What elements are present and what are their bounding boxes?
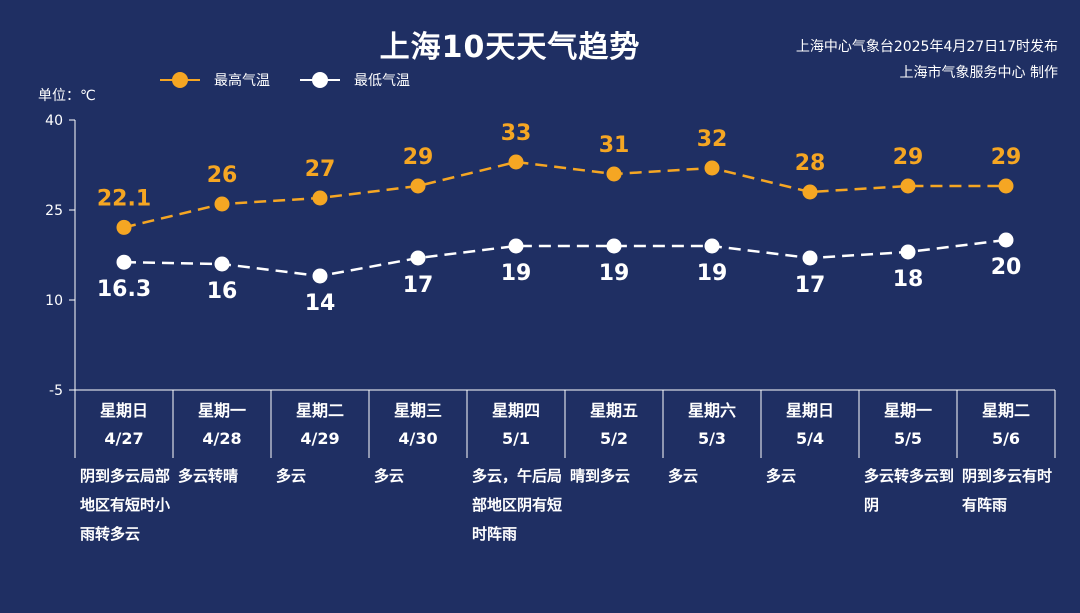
weather-description: 多云 [668,467,699,485]
weather-description: 阴到多云有时有阵雨 [962,467,1053,514]
day-header-cell: 星期三 4/30 [369,392,467,458]
low-temp-point [214,256,230,272]
low-temp-point [312,268,328,284]
low-temp-point [410,250,426,266]
weather-description: 多云转多云到阴 [864,467,955,514]
high-temp-label: 29 [403,145,434,170]
weekday-label: 星期四 [491,401,540,420]
weather-description: 多云 [374,467,405,485]
legend-swatch-high [160,70,200,90]
low-temp-label: 17 [795,273,826,298]
y-tick-label: 10 [45,293,63,309]
y-tick-label: 40 [45,113,63,129]
high-temp-label: 22.1 [97,186,151,211]
date-label: 5/6 [991,429,1021,448]
high-temp-label: 29 [991,145,1022,170]
high-temp-label: 32 [697,127,728,152]
source-note: 上海中心气象台2025年4月27日17时发布 上海市气象服务中心 制作 [796,34,1058,86]
low-temp-label: 20 [991,255,1022,280]
low-temp-line [123,238,1007,278]
day-header-cell: 星期六 5/3 [663,392,761,458]
weekday-label: 星期三 [393,401,442,420]
high-temp-point [704,160,720,176]
high-temp-label: 26 [207,163,238,188]
high-temp-label: 27 [305,157,336,182]
weather-description: 多云 [276,467,307,485]
low-temp-label: 19 [599,261,630,286]
low-temp-point [508,238,524,254]
low-temp-point [802,250,818,266]
date-label: 5/5 [893,429,923,448]
low-temp-point [116,254,132,270]
date-label: 4/29 [300,429,340,448]
source-line-1: 上海中心气象台2025年4月27日17时发布 [795,39,1058,55]
day-header-cell: 星期二 4/29 [271,392,369,458]
date-label: 4/27 [104,429,144,448]
low-temp-label: 14 [305,291,336,316]
high-temp-point [606,166,622,182]
weekday-label: 星期一 [197,401,246,420]
low-temp-label: 18 [893,267,924,292]
unit-label: 单位：℃ [38,88,96,104]
low-temp-point [900,244,916,260]
day-header-cell: 星期一 5/5 [859,392,957,458]
legend-swatch-low [300,70,340,90]
low-temp-label: 16 [207,279,238,304]
day-header-cell: 星期日 5/4 [761,392,859,458]
y-tick-label: 25 [45,203,63,219]
date-label: 4/30 [398,429,438,448]
chart-title: 上海10天天气趋势 [379,30,641,65]
weekday-label: 星期六 [687,401,736,420]
weather-description: 多云转晴 [178,467,239,485]
low-temp-point [998,232,1014,248]
high-temp-point [508,154,524,170]
high-temp-label: 28 [795,151,826,176]
weather-description: 多云 [766,467,797,485]
high-temp-point [410,178,426,194]
low-temp-point [704,238,720,254]
day-header-cell: 星期一 4/28 [173,392,271,458]
low-temp-label: 16.3 [97,277,151,302]
weather-description: 阴到多云局部地区有短时小雨转多云 [80,467,171,543]
weekday-label: 星期二 [295,401,344,420]
date-label: 4/28 [202,429,242,448]
weekday-label: 星期日 [785,401,834,420]
date-label: 5/1 [501,429,531,448]
day-header-cell: 星期二 5/6 [957,392,1055,458]
source-line-2: 上海市气象服务中心 制作 [899,65,1058,81]
day-header-cell: 星期五 5/2 [565,392,663,458]
low-temp-label: 17 [403,273,434,298]
date-label: 5/2 [599,429,629,448]
high-temp-label: 31 [599,133,630,158]
weather-description: 晴到多云 [570,467,631,485]
high-temp-point [214,196,230,212]
y-tick-label: -5 [49,383,63,399]
weekday-label: 星期二 [981,401,1030,420]
high-temp-point [116,219,132,235]
day-header-cell: 星期日 4/27 [75,392,173,458]
date-label: 5/4 [795,429,825,448]
high-temp-point [900,178,916,194]
date-label: 5/3 [697,429,727,448]
low-temp-label: 19 [501,261,532,286]
high-temp-point [312,190,328,206]
high-temp-label: 33 [501,121,532,146]
high-temp-point [802,184,818,200]
weekday-label: 星期日 [99,401,148,420]
weekday-label: 星期五 [589,401,638,420]
legend-item-high: 最高气温 [160,70,270,90]
weekday-label: 星期一 [883,401,932,420]
high-temp-point [998,178,1014,194]
low-temp-point [606,238,622,254]
legend: 最高气温 最低气温 [160,70,410,90]
high-temp-label: 29 [893,145,924,170]
high-temp-line [123,160,1006,229]
day-header-cell: 星期四 5/1 [467,392,565,458]
weather-description: 多云，午后局部地区阴有短时阵雨 [472,467,563,543]
legend-label-low: 最低气温 [354,73,410,89]
legend-label-high: 最高气温 [214,73,270,89]
low-temp-label: 19 [697,261,728,286]
legend-item-low: 最低气温 [300,70,410,90]
